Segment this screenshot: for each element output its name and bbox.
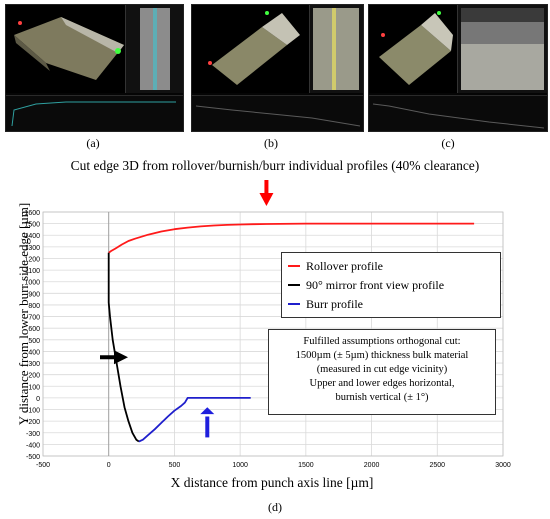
- panel-b-3d-render: [208, 11, 300, 85]
- y-tick-label: 1600: [24, 210, 40, 217]
- y-tick-label: 700: [28, 315, 40, 322]
- legend-label-mirror: 90° mirror front view profile: [306, 278, 445, 292]
- series-line-0: [108, 222, 475, 254]
- x-tick-label: 500: [169, 462, 181, 469]
- y-tick-label: 1200: [24, 256, 40, 263]
- y-tick-label: 1100: [25, 268, 40, 275]
- y-tick-label: 800: [28, 303, 40, 310]
- y-tick-label: 100: [28, 384, 40, 391]
- x-axis-label: X distance from punch axis line [µm]: [171, 475, 374, 490]
- chart-tick-labels: -500 -400 -300 -200 -100 0 100 200 300 400 500 600 7…: [24, 210, 510, 469]
- annotation-line-1: Fulfilled assumptions orthogonal cut:: [303, 336, 461, 347]
- panel-c-label: (c): [441, 136, 455, 150]
- legend-item-rollover: Rollover profile: [288, 257, 383, 275]
- y-tick-label: 1300: [24, 245, 40, 252]
- panel-a-surface-strip: [125, 5, 183, 93]
- x-tick-label: -500: [36, 462, 50, 469]
- chart-series: [107, 222, 475, 443]
- y-tick-label: 1400: [24, 233, 40, 240]
- figure-d-label: (d): [268, 500, 282, 514]
- x-tick-label: 2000: [364, 462, 380, 469]
- panel-a: [5, 4, 184, 132]
- panel-b-3d-view: [192, 5, 309, 93]
- y-tick-label: 200: [28, 373, 40, 380]
- legend-swatch-burr: [288, 303, 300, 306]
- panel-a-label: (a): [86, 136, 100, 150]
- x-tick-label: 1500: [298, 462, 314, 469]
- legend-item-burr: Burr profile: [288, 295, 363, 313]
- panel-b-profile-graph: [192, 95, 363, 131]
- series-line-1: [107, 252, 140, 443]
- annotation-line-5: burnish vertical (± 1°): [335, 392, 429, 403]
- x-tick-label: 3000: [495, 462, 511, 469]
- y-tick-label: 500: [28, 338, 40, 345]
- chart-arrows: [100, 180, 274, 438]
- series-line-2: [138, 396, 251, 443]
- panel-b-surface-strip: [309, 5, 363, 93]
- x-tick-label: 2500: [429, 462, 445, 469]
- legend-item-mirror: 90° mirror front view profile: [288, 276, 444, 294]
- legend-label-burr: Burr profile: [306, 297, 363, 311]
- plot-frame: [42, 211, 504, 457]
- x-tick-label: 0: [107, 462, 111, 469]
- legend-swatch-rollover: [288, 265, 300, 268]
- panel-a-profile-graph: [6, 95, 183, 131]
- assumptions-annotation: Fulfilled assumptions orthogonal cut: 15…: [268, 329, 496, 415]
- legend-swatch-mirror: [288, 284, 300, 287]
- y-tick-label: 600: [28, 326, 40, 333]
- x-tick-label: 1000: [232, 462, 248, 469]
- panel-c-3d-view: [369, 5, 457, 93]
- figure-caption: Cut edge 3D from rollover/burnish/burr i…: [70, 158, 480, 173]
- chart-legend: Rollover profile 90° mirror front view p…: [281, 252, 501, 318]
- blue-arrow-head: [200, 407, 215, 415]
- y-tick-label: 300: [28, 361, 40, 368]
- panel-b-label: (b): [264, 136, 278, 150]
- y-tick-label: 900: [28, 291, 40, 298]
- y-tick-label: -500: [26, 454, 40, 461]
- y-tick-label: -300: [26, 431, 40, 438]
- panel-b: [191, 4, 364, 132]
- y-tick-label: 400: [28, 349, 40, 356]
- panel-c: [368, 4, 548, 132]
- panel-c-3d-render: [379, 11, 453, 85]
- y-tick-label: 1500: [24, 222, 40, 229]
- y-tick-label: -200: [26, 419, 40, 426]
- panel-a-3d-view: [6, 5, 125, 93]
- annotation-line-4: Upper and lower edges horizontal,: [309, 378, 455, 389]
- panel-a-3d-render: [14, 17, 124, 80]
- panel-c-surface-strip: [457, 5, 547, 93]
- y-axis-label: Y distance from lower burr side edge [µm…: [16, 203, 31, 426]
- legend-label-rollover: Rollover profile: [306, 259, 383, 273]
- y-tick-label: -400: [26, 442, 40, 449]
- annotation-line-3: (measured in cut edge vicinity): [316, 364, 448, 375]
- y-tick-label: 0: [36, 396, 40, 403]
- y-tick-label: -100: [26, 408, 40, 415]
- panel-c-profile-graph: [369, 95, 547, 131]
- red-arrow-head: [259, 193, 274, 206]
- y-tick-label: 1000: [24, 280, 40, 287]
- annotation-line-2: 1500µm (± 5µm) thickness bulk material: [295, 350, 469, 361]
- black-arrow-head: [114, 350, 128, 365]
